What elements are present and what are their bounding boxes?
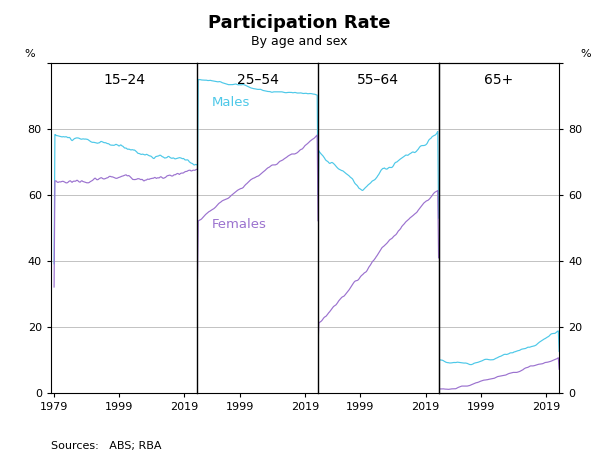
- Text: 25–54: 25–54: [237, 73, 279, 86]
- Text: 65+: 65+: [484, 73, 514, 86]
- Text: Sources:   ABS; RBA: Sources: ABS; RBA: [51, 441, 161, 451]
- Text: %: %: [25, 49, 35, 60]
- Text: 15–24: 15–24: [103, 73, 145, 86]
- Text: Females: Females: [212, 218, 267, 231]
- Text: By age and sex: By age and sex: [251, 35, 347, 48]
- Text: 55–64: 55–64: [357, 73, 399, 86]
- Text: Participation Rate: Participation Rate: [208, 14, 390, 32]
- Text: Males: Males: [212, 96, 251, 109]
- Text: %: %: [581, 49, 591, 60]
